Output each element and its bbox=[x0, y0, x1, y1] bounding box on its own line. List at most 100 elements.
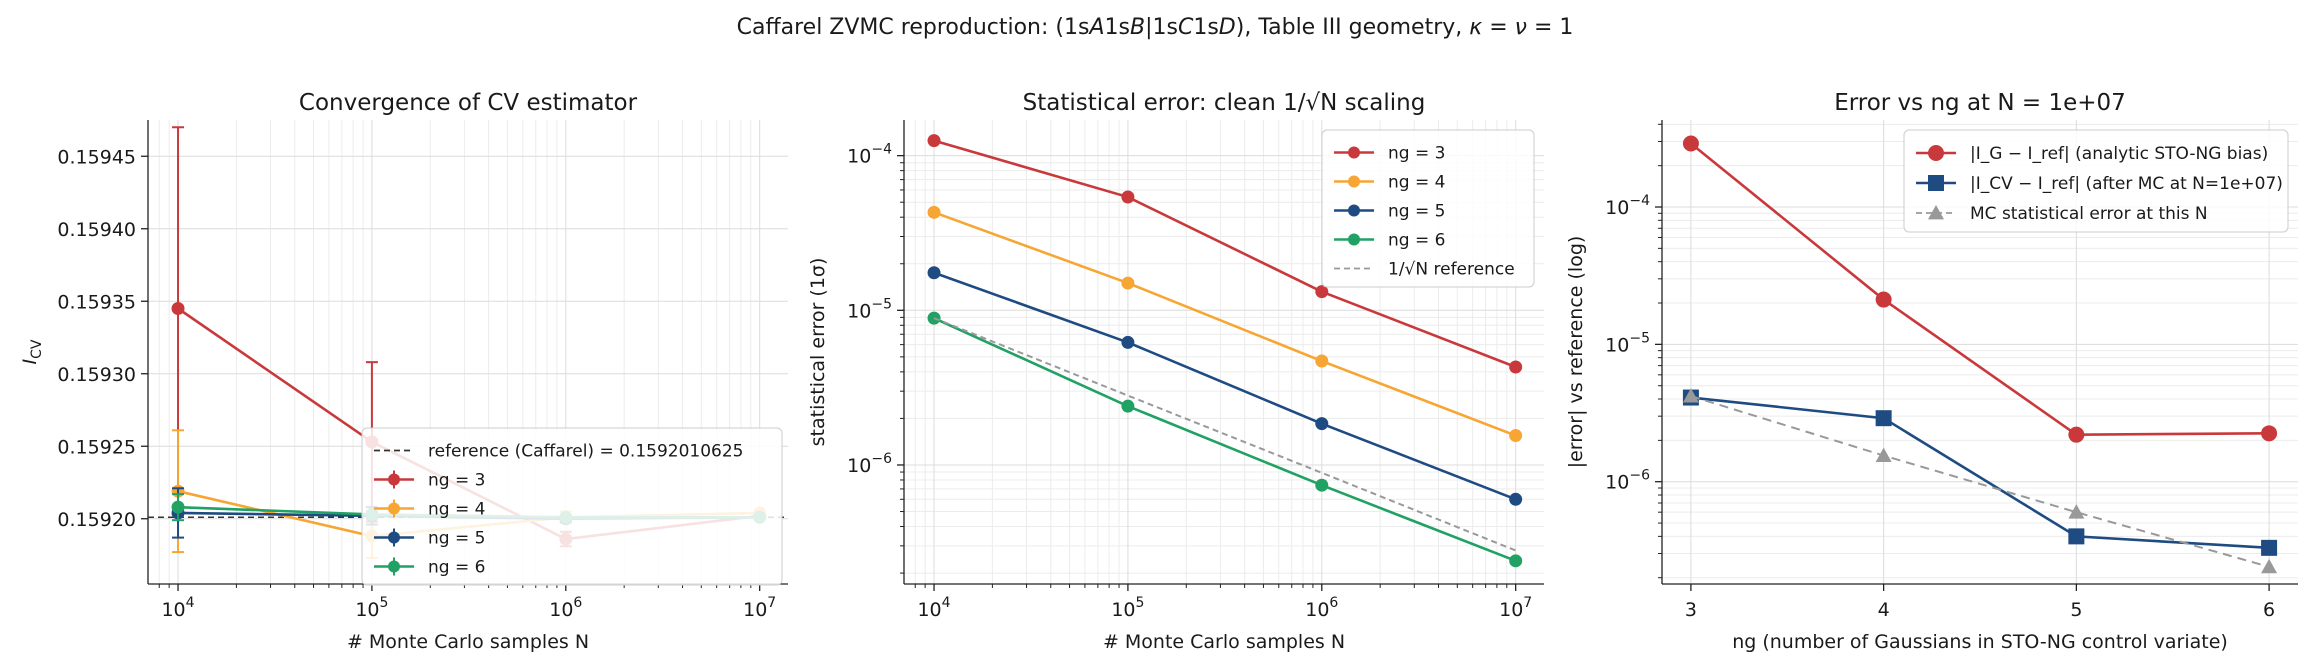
x-tick-label: 5 bbox=[2070, 599, 2082, 621]
legend-label: |I_G − I_ref| (analytic STO-NG bias) bbox=[1970, 144, 2268, 164]
x-axis-label: ng (number of Gaussians in STO-NG contro… bbox=[1732, 631, 2228, 653]
data-point bbox=[2261, 425, 2278, 442]
data-point bbox=[1315, 354, 1329, 368]
data-point bbox=[1875, 291, 1892, 308]
data-point bbox=[927, 134, 941, 148]
series-line bbox=[1690, 142, 2270, 436]
data-point bbox=[927, 205, 941, 219]
y-tick-label: 0.15935 bbox=[57, 291, 136, 313]
error-vs-ng-panel: 3 4 5 6 10−6 10−5 10−4 Error vs ng at N = 1e+07… bbox=[1565, 90, 2298, 653]
series-line bbox=[933, 316, 1517, 563]
data-point bbox=[2261, 539, 2278, 556]
data-point bbox=[171, 302, 185, 315]
y-tick-label: 10−6 bbox=[847, 451, 892, 477]
legend-label: |I_CV − I_ref| (after MC at N=1e+07) bbox=[1970, 174, 2283, 194]
x-tick-label: 106 bbox=[549, 595, 582, 621]
x-axis-label: # Monte Carlo samples N bbox=[347, 631, 589, 653]
data-point bbox=[1682, 135, 1699, 152]
data-point bbox=[2261, 558, 2278, 574]
x-tick-label: 104 bbox=[917, 595, 950, 621]
y-tick-label: 10−4 bbox=[1605, 193, 1650, 219]
y-axis-label: statistical error (1σ) bbox=[807, 258, 829, 447]
data-point bbox=[1121, 399, 1135, 413]
data-point bbox=[1315, 417, 1329, 431]
legend-marker bbox=[1348, 204, 1360, 217]
data-point bbox=[1315, 478, 1329, 492]
legend-label: MC statistical error at this N bbox=[1970, 204, 2208, 224]
data-point bbox=[1875, 447, 1892, 462]
y-tick-label: 0.15930 bbox=[57, 364, 136, 386]
legend-marker bbox=[1928, 145, 1944, 161]
data-point bbox=[927, 266, 941, 280]
series-line bbox=[933, 317, 1517, 552]
legend-marker bbox=[388, 531, 400, 544]
x-tick-label: 105 bbox=[355, 595, 388, 621]
data-point bbox=[1121, 276, 1135, 290]
legend-label: ng = 6 bbox=[1388, 231, 1445, 251]
x-tick-label: 104 bbox=[161, 595, 194, 621]
legend-box bbox=[1903, 129, 2289, 233]
series-line bbox=[933, 211, 1517, 437]
legend-label: ng = 4 bbox=[428, 500, 485, 520]
statistical-error-panel: 104 105 106 107 10−6 10−5 10−4 Statistical erro… bbox=[807, 90, 1544, 653]
y-axis-label: |error| vs reference (log) bbox=[1565, 236, 1587, 469]
y-tick-label: 10−6 bbox=[1605, 468, 1650, 494]
y-tick-label: 0.15945 bbox=[57, 146, 136, 168]
legend-marker bbox=[1928, 205, 1944, 220]
legend-box bbox=[361, 427, 783, 586]
data-point bbox=[1875, 410, 1892, 427]
figure-suptitle: Caffarel ZVMC reproduction: (1sA1sB|1sC1… bbox=[737, 15, 1574, 40]
x-tick-label: 4 bbox=[1878, 599, 1890, 621]
x-tick-label: 6 bbox=[2263, 599, 2275, 621]
legend-marker bbox=[1348, 175, 1360, 188]
legend-label: ng = 5 bbox=[1388, 202, 1445, 222]
legend-marker bbox=[388, 502, 400, 515]
panel-title: Error vs ng at N = 1e+07 bbox=[1834, 90, 2126, 116]
data-point bbox=[1509, 492, 1523, 506]
data-point bbox=[171, 500, 185, 514]
x-tick-label: 106 bbox=[1305, 595, 1338, 621]
legend-label: ng = 4 bbox=[1388, 173, 1445, 193]
x-tick-label: 107 bbox=[743, 595, 776, 621]
y-tick-label: 0.15925 bbox=[57, 436, 136, 458]
legend-label: ng = 3 bbox=[1388, 144, 1445, 164]
legend-label: ng = 3 bbox=[428, 471, 485, 491]
data-point bbox=[1121, 335, 1135, 349]
panel-title: Convergence of CV estimator bbox=[299, 90, 638, 116]
series-line bbox=[1690, 395, 2270, 568]
legend-label: ng = 5 bbox=[428, 529, 485, 549]
data-point bbox=[1509, 554, 1523, 568]
convergence-panel: 104 105 106 107 0.15920 0.15925 0.15930 0.15935… bbox=[19, 90, 788, 653]
legend-marker bbox=[388, 560, 400, 573]
legend-label: reference (Caffarel) = 0.1592010625 bbox=[428, 442, 744, 462]
data-point bbox=[1509, 360, 1523, 374]
data-point bbox=[1509, 429, 1523, 443]
panel-title: Statistical error: clean 1/√N scaling bbox=[1023, 90, 1426, 116]
legend-box bbox=[1321, 129, 1535, 288]
legend-label: 1/√N reference bbox=[1388, 260, 1515, 280]
y-tick-label: 0.15940 bbox=[57, 219, 136, 241]
x-tick-label: 107 bbox=[1499, 595, 1532, 621]
series-line bbox=[933, 139, 1517, 369]
series-line bbox=[933, 271, 1517, 501]
y-tick-label: 10−5 bbox=[847, 296, 892, 322]
data-point bbox=[1315, 285, 1329, 299]
data-point bbox=[2068, 528, 2085, 545]
y-tick-label: 10−5 bbox=[1605, 330, 1650, 356]
legend-label: ng = 6 bbox=[428, 558, 485, 578]
x-tick-label: 3 bbox=[1685, 599, 1697, 621]
series-line bbox=[1690, 396, 2270, 550]
data-point bbox=[2068, 426, 2085, 443]
data-point bbox=[1121, 190, 1135, 204]
y-tick-label: 0.15920 bbox=[57, 509, 136, 531]
y-tick-label: 10−4 bbox=[847, 142, 892, 168]
data-point bbox=[1682, 388, 1699, 403]
x-tick-label: 105 bbox=[1111, 595, 1144, 621]
x-axis-label: # Monte Carlo samples N bbox=[1103, 631, 1345, 653]
legend-marker bbox=[388, 473, 400, 486]
legend-marker bbox=[1928, 175, 1944, 191]
legend-marker bbox=[1348, 233, 1360, 246]
y-axis-label: ICV bbox=[19, 339, 45, 364]
data-point bbox=[2068, 504, 2085, 519]
